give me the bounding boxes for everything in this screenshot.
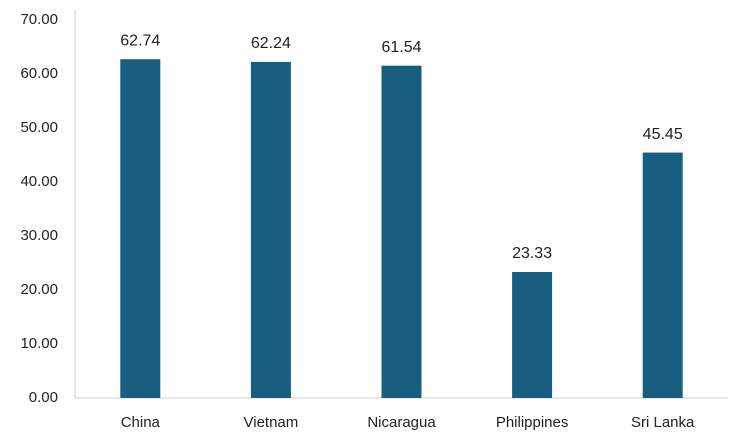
y-tick-label: 50.00 [20,119,58,136]
x-tick-label: Philippines [496,414,569,431]
data-label: 23.33 [512,245,552,262]
y-tick-label: 30.00 [20,227,58,244]
y-tick-label: 20.00 [20,281,58,298]
bar [120,59,161,398]
bar [512,272,553,398]
data-label: 61.54 [381,39,421,56]
y-tick-label: 60.00 [20,65,58,82]
y-tick-label: 70.00 [20,11,58,28]
data-label: 62.74 [120,32,160,49]
y-tick-label: 40.00 [20,173,58,190]
bar [642,152,683,398]
data-label: 45.45 [643,126,683,143]
x-tick-label: Nicaragua [367,414,436,431]
y-tick-label: 10.00 [20,335,58,352]
bar [381,65,422,399]
bar [250,61,291,399]
data-label: 62.24 [251,35,291,52]
y-tick-label: 0.00 [29,389,58,406]
x-tick-label: Vietnam [244,414,299,431]
x-tick-label: China [121,414,161,431]
x-tick-label: Sri Lanka [631,414,695,431]
